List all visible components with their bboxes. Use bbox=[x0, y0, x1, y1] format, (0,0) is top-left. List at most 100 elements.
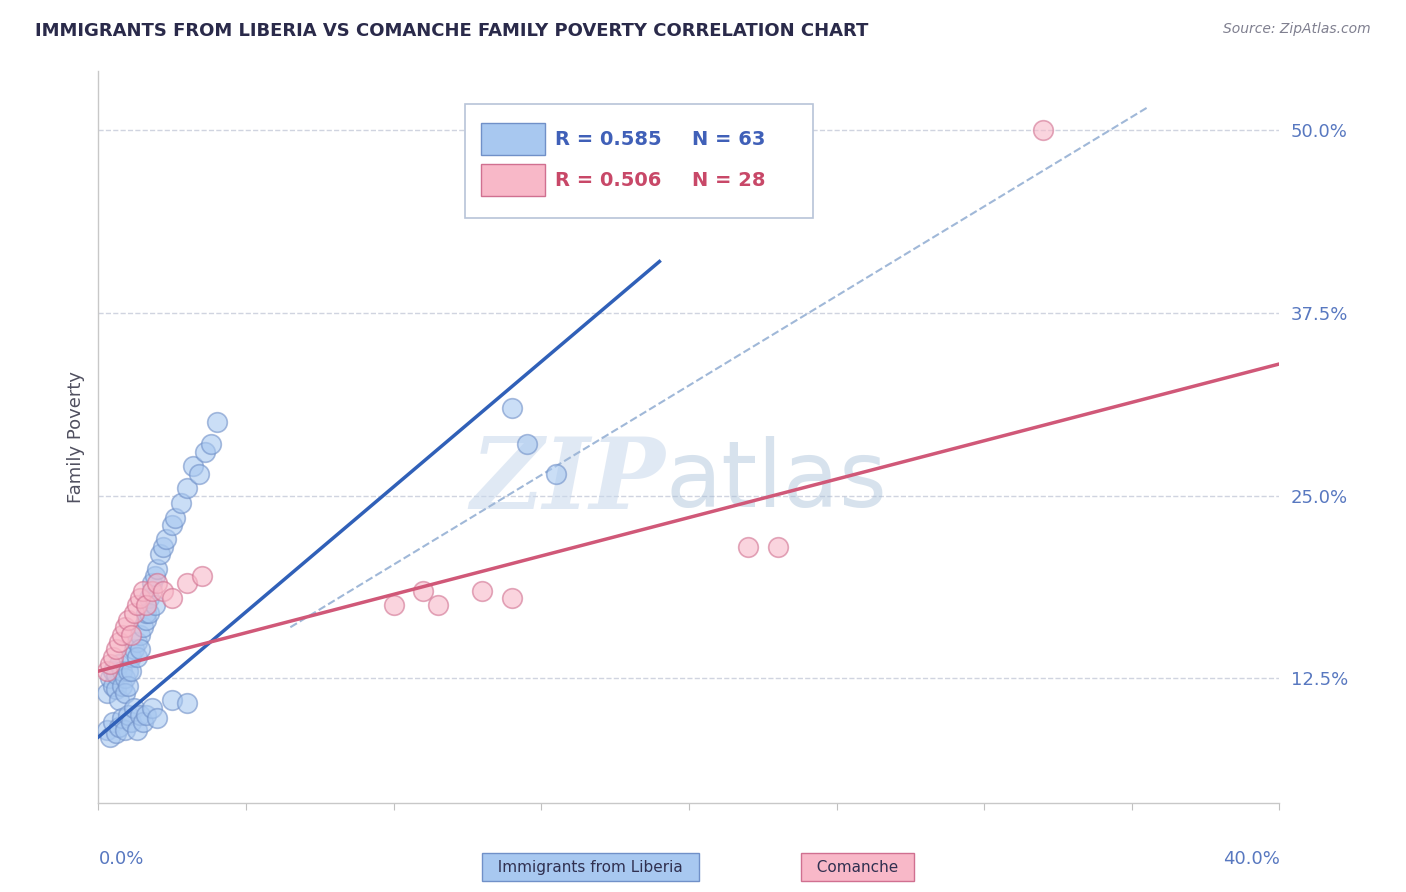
Point bbox=[114, 723, 136, 737]
Point bbox=[152, 540, 174, 554]
Point bbox=[501, 401, 523, 415]
Point bbox=[162, 693, 183, 707]
FancyBboxPatch shape bbox=[481, 123, 546, 155]
Point bbox=[122, 642, 145, 657]
Point bbox=[128, 708, 150, 723]
Point bbox=[152, 583, 174, 598]
Point bbox=[737, 540, 759, 554]
Point bbox=[176, 696, 198, 710]
Point bbox=[146, 562, 169, 576]
Point bbox=[125, 649, 148, 664]
Point bbox=[96, 664, 118, 678]
Point bbox=[117, 679, 139, 693]
Point bbox=[143, 569, 166, 583]
Point bbox=[105, 725, 128, 739]
Point bbox=[98, 730, 121, 744]
Text: Comanche: Comanche bbox=[807, 860, 908, 874]
Point bbox=[141, 576, 163, 591]
Point bbox=[165, 510, 187, 524]
Point bbox=[117, 664, 139, 678]
Point bbox=[125, 599, 148, 613]
Point bbox=[105, 642, 128, 657]
Point bbox=[114, 620, 136, 634]
Point bbox=[120, 664, 142, 678]
Point bbox=[176, 481, 198, 495]
Point bbox=[149, 547, 172, 561]
Point bbox=[138, 591, 160, 605]
Point bbox=[128, 591, 150, 605]
Text: IMMIGRANTS FROM LIBERIA VS COMANCHE FAMILY POVERTY CORRELATION CHART: IMMIGRANTS FROM LIBERIA VS COMANCHE FAMI… bbox=[35, 22, 869, 40]
Point bbox=[108, 720, 131, 734]
Point bbox=[122, 700, 145, 714]
Point bbox=[200, 437, 222, 451]
Point bbox=[170, 496, 193, 510]
Text: N = 63: N = 63 bbox=[693, 130, 766, 149]
Point bbox=[155, 533, 177, 547]
Text: atlas: atlas bbox=[665, 436, 887, 526]
FancyBboxPatch shape bbox=[481, 164, 546, 196]
Text: 40.0%: 40.0% bbox=[1223, 850, 1279, 868]
Point bbox=[427, 599, 450, 613]
Point bbox=[103, 649, 125, 664]
Point bbox=[187, 467, 209, 481]
Point bbox=[105, 667, 128, 681]
Point bbox=[382, 599, 405, 613]
Point bbox=[516, 437, 538, 451]
Point bbox=[120, 627, 142, 641]
Point bbox=[412, 583, 434, 598]
Point bbox=[96, 723, 118, 737]
Point bbox=[766, 540, 789, 554]
Point bbox=[122, 606, 145, 620]
FancyBboxPatch shape bbox=[464, 104, 813, 218]
Point bbox=[111, 679, 134, 693]
Point bbox=[98, 657, 121, 671]
Point bbox=[128, 642, 150, 657]
Point bbox=[98, 672, 121, 686]
Text: ZIP: ZIP bbox=[471, 433, 665, 529]
Point bbox=[132, 715, 155, 730]
Point bbox=[135, 599, 157, 613]
Point bbox=[471, 583, 494, 598]
Point bbox=[120, 715, 142, 730]
Text: Immigrants from Liberia: Immigrants from Liberia bbox=[488, 860, 693, 874]
Point bbox=[103, 664, 125, 678]
Point bbox=[141, 583, 163, 598]
Point bbox=[108, 635, 131, 649]
Text: R = 0.506: R = 0.506 bbox=[555, 171, 662, 190]
Point bbox=[181, 459, 204, 474]
Text: Source: ZipAtlas.com: Source: ZipAtlas.com bbox=[1223, 22, 1371, 37]
Text: N = 28: N = 28 bbox=[693, 171, 766, 190]
Point bbox=[114, 672, 136, 686]
Point bbox=[191, 569, 214, 583]
Text: R = 0.585: R = 0.585 bbox=[555, 130, 662, 149]
Point bbox=[146, 576, 169, 591]
Point bbox=[135, 606, 157, 620]
Text: 0.0%: 0.0% bbox=[98, 850, 143, 868]
Point bbox=[103, 679, 125, 693]
Point bbox=[111, 664, 134, 678]
Point bbox=[132, 583, 155, 598]
Point bbox=[120, 649, 142, 664]
Point bbox=[146, 711, 169, 725]
Point bbox=[128, 627, 150, 641]
Point bbox=[114, 686, 136, 700]
Point bbox=[546, 467, 568, 481]
Point bbox=[176, 576, 198, 591]
Point bbox=[125, 635, 148, 649]
Point bbox=[194, 444, 217, 458]
Point bbox=[162, 591, 183, 605]
Point bbox=[162, 517, 183, 532]
Point bbox=[108, 693, 131, 707]
Point bbox=[135, 708, 157, 723]
Point bbox=[105, 681, 128, 696]
Point bbox=[111, 627, 134, 641]
Point bbox=[1032, 123, 1054, 137]
Point bbox=[143, 599, 166, 613]
Point bbox=[132, 620, 155, 634]
Point bbox=[108, 657, 131, 671]
Point bbox=[138, 606, 160, 620]
Point bbox=[96, 686, 118, 700]
Point bbox=[111, 711, 134, 725]
Point bbox=[501, 591, 523, 605]
Point bbox=[125, 723, 148, 737]
